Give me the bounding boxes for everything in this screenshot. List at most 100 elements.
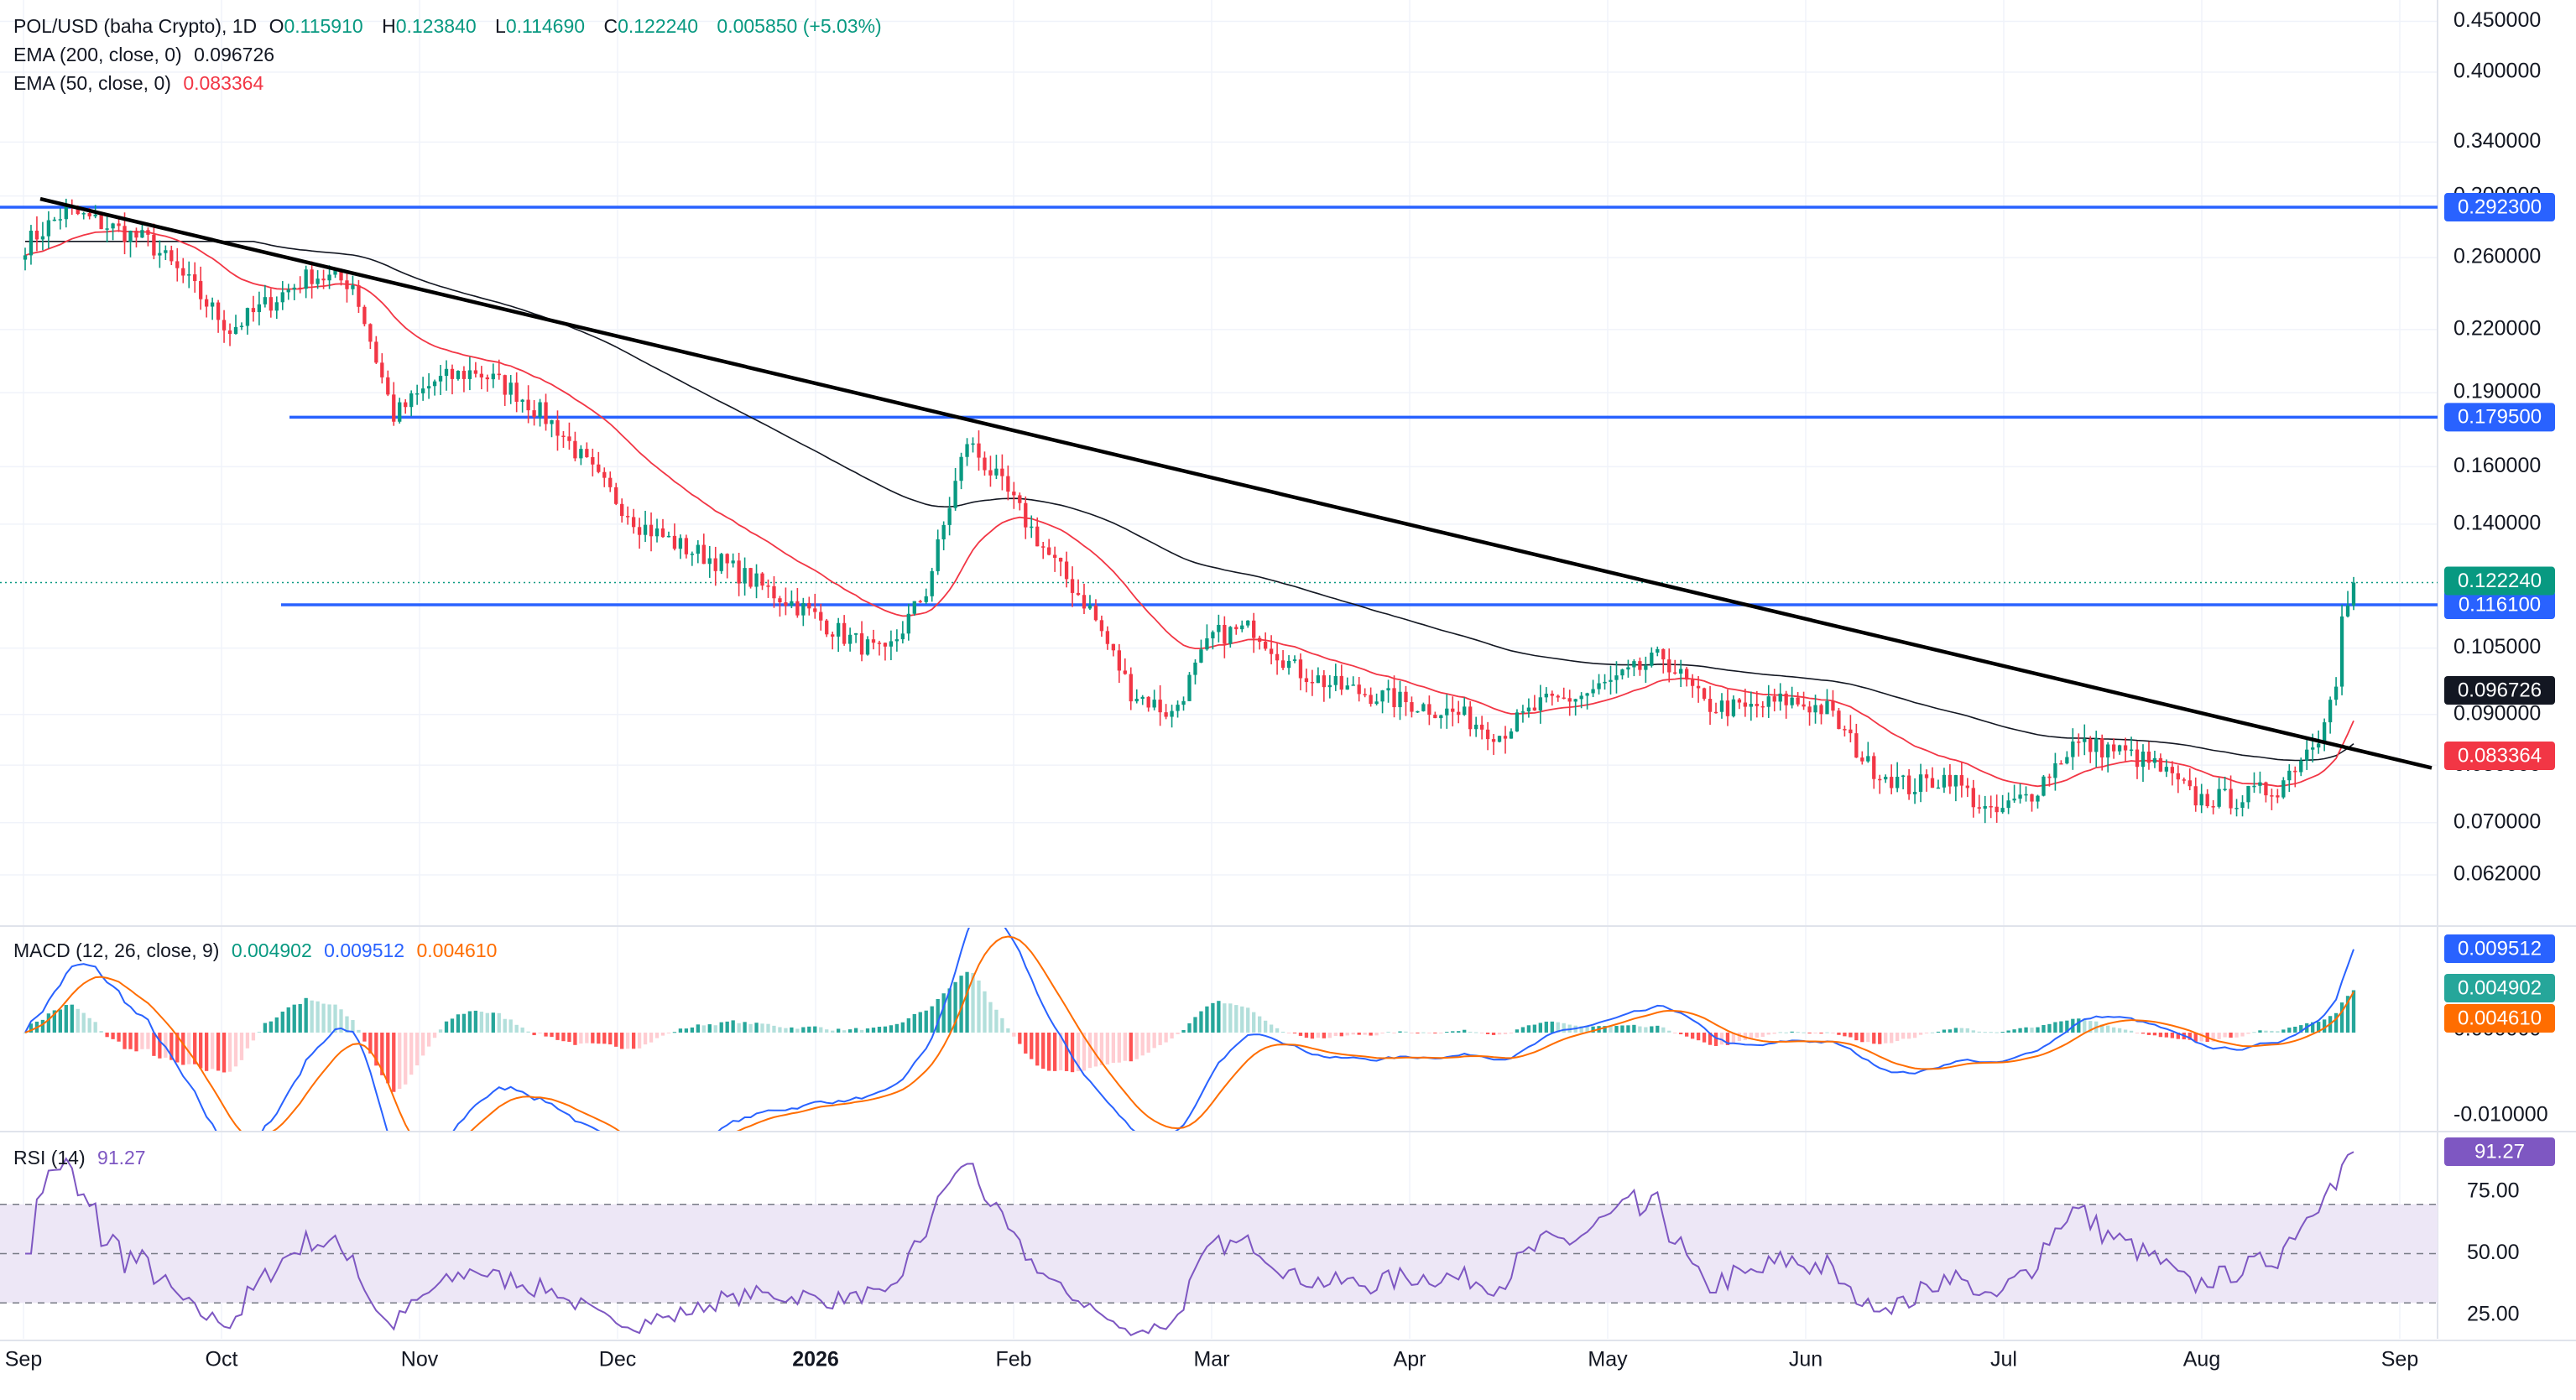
- symbol-title[interactable]: POL/USD (baha Crypto), 1D: [13, 15, 258, 37]
- macd-histogram-bar: [591, 1033, 595, 1043]
- macd-histogram-bar: [1884, 1033, 1888, 1043]
- candle-body: [216, 302, 221, 320]
- macd-histogram-bar: [450, 1018, 455, 1033]
- candle-body: [2135, 749, 2140, 768]
- candle-body: [1491, 739, 1496, 742]
- candle-body: [1322, 675, 1327, 688]
- candle-body: [46, 220, 51, 237]
- candle-body: [1497, 736, 1502, 742]
- candle-body: [1661, 648, 1666, 660]
- candle-body: [23, 255, 28, 260]
- macd-histogram-bar: [1614, 1026, 1619, 1033]
- high-value: 0.123840: [395, 15, 477, 37]
- macd-histogram-bar: [877, 1027, 882, 1033]
- macd-histogram-bar: [1906, 1033, 1911, 1039]
- rsi-label[interactable]: RSI (14): [13, 1147, 86, 1168]
- candle-body: [128, 231, 133, 242]
- macd-histogram-bar: [485, 1012, 489, 1033]
- candle-body: [386, 377, 390, 395]
- candle-body: [1860, 757, 1864, 762]
- candle-body: [1614, 675, 1619, 680]
- price-tick-label: 0.062000: [2453, 862, 2541, 886]
- candle-body: [1995, 806, 1999, 813]
- macd-histogram-bar: [2252, 1032, 2256, 1033]
- macd-histogram-bar: [1234, 1005, 1238, 1033]
- candle-body: [2199, 794, 2203, 806]
- candle-body: [199, 281, 203, 299]
- candle-body: [1766, 696, 1770, 707]
- candle-body: [2258, 782, 2262, 786]
- candle-body: [1684, 669, 1689, 680]
- candle-body: [748, 568, 753, 587]
- macd-signal-line: [24, 935, 2354, 1131]
- candle-body: [1849, 729, 1853, 734]
- macd-histogram-bar: [1024, 1033, 1028, 1054]
- macd-histogram-bar: [1860, 1033, 1864, 1043]
- level-badge: 0.116100: [2459, 593, 2541, 616]
- candle-body: [538, 402, 542, 418]
- candle-body: [280, 292, 284, 303]
- macd-histogram-bar: [1696, 1033, 1701, 1041]
- candle-body: [2117, 745, 2122, 752]
- macd-histogram-bar: [473, 1010, 478, 1033]
- candle-body: [1656, 648, 1660, 653]
- macd-histogram-bar: [456, 1014, 461, 1033]
- candle-body: [936, 539, 940, 571]
- macd-label[interactable]: MACD (12, 26, close, 9): [13, 939, 220, 961]
- macd-histogram-bar: [1661, 1027, 1666, 1033]
- candle-body: [2240, 802, 2245, 809]
- candle-body: [2229, 788, 2233, 809]
- candle-body: [1708, 699, 1713, 712]
- candle-body: [1573, 699, 1577, 702]
- candle-body: [1778, 693, 1782, 702]
- time-tick-label: Jul: [1990, 1348, 2017, 1371]
- candle-body: [1246, 620, 1250, 626]
- candle-body: [2322, 722, 2327, 744]
- macd-histogram-bar: [2083, 1018, 2087, 1033]
- ema200-label[interactable]: EMA (200, close, 0): [13, 44, 182, 65]
- candle-body: [1258, 638, 1262, 643]
- macd-histogram-bar: [2170, 1033, 2175, 1038]
- macd-histogram-bar: [2088, 1021, 2093, 1033]
- candle-body: [1357, 684, 1361, 695]
- candle-body: [415, 393, 420, 395]
- macd-histogram-bar: [2117, 1028, 2122, 1033]
- candle-body: [450, 368, 455, 379]
- candle-body: [1047, 547, 1051, 555]
- macd-histogram-bar: [2012, 1029, 2016, 1033]
- macd-histogram-bar: [1269, 1024, 1274, 1033]
- candle-body: [362, 306, 367, 325]
- macd-histogram-bar: [1737, 1033, 1742, 1042]
- candle-body: [2345, 605, 2350, 617]
- macd-histogram-bar: [1164, 1033, 1168, 1043]
- macd-histogram-bar: [76, 1008, 80, 1033]
- candle-body: [1006, 476, 1010, 492]
- candle-body: [2053, 762, 2057, 778]
- time-axis[interactable]: Sep Oct Nov Dec 2026 Feb Mar Apr May Jun Jul Aug Sep: [5, 1348, 2418, 1371]
- candle-body: [637, 527, 642, 535]
- candle-body: [649, 524, 654, 537]
- macd-histogram-bar: [1953, 1028, 1958, 1033]
- candle-body: [561, 435, 566, 437]
- candle-body: [1743, 702, 1748, 707]
- ema50-label[interactable]: EMA (50, close, 0): [13, 72, 171, 94]
- candle-body: [99, 214, 103, 230]
- price-tick-label: 0.140000: [2453, 512, 2541, 535]
- macd-histogram-bar: [193, 1033, 197, 1064]
- candle-body: [1421, 704, 1426, 711]
- macd-histogram-bar: [1099, 1033, 1104, 1065]
- macd-histogram-bar: [871, 1028, 876, 1033]
- macd-histogram-bar: [585, 1033, 589, 1043]
- candle-body: [1632, 661, 1636, 668]
- macd-histogram-bar: [1263, 1020, 1268, 1033]
- macd-histogram-bar: [1843, 1033, 1847, 1037]
- macd-histogram-bar: [1134, 1033, 1139, 1059]
- macd-histogram-bar: [1713, 1033, 1718, 1046]
- macd-histogram-bar: [339, 1009, 343, 1033]
- macd-histogram-bar: [204, 1033, 209, 1071]
- macd-histogram-bar: [274, 1017, 279, 1033]
- candle-body: [947, 507, 952, 525]
- macd-pane: [23, 928, 2356, 1131]
- trendline[interactable]: [39, 196, 2433, 770]
